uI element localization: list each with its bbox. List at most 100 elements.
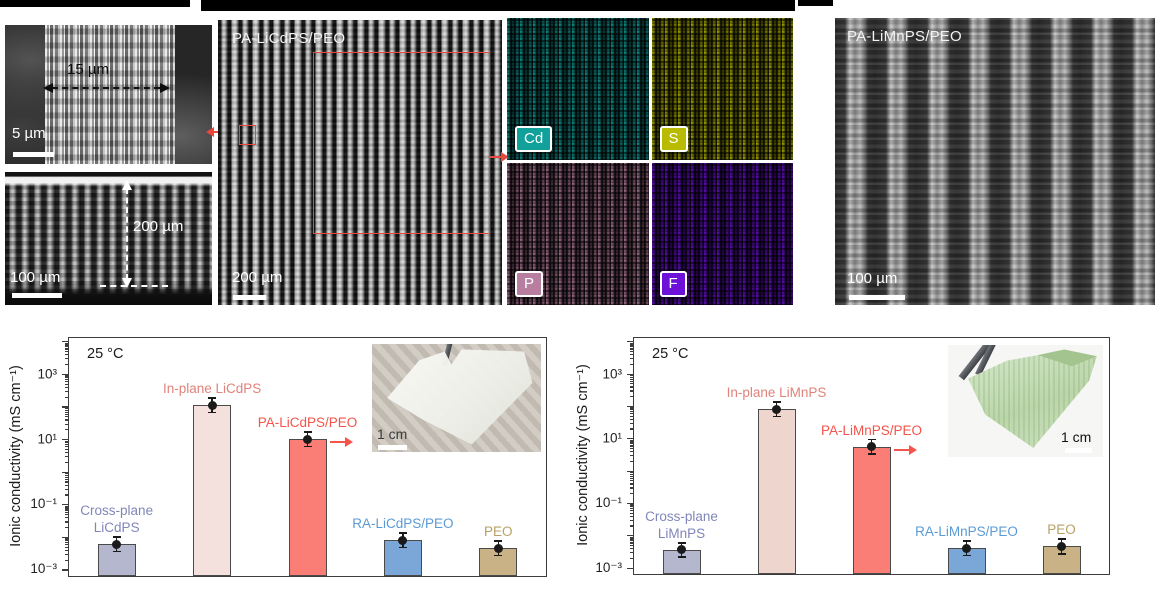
y-axis-tick-label: 10⁻¹ — [30, 496, 57, 512]
y-axis-minor-tick — [630, 380, 634, 382]
sem-image-pa-limnps: PA-LiMnPS/PEO 100 µm — [835, 18, 1155, 305]
y-axis-major-tick — [627, 502, 634, 505]
y-axis-minor-tick — [65, 517, 69, 519]
y-axis-minor-tick — [630, 344, 634, 346]
y-axis-minor-tick — [630, 538, 634, 540]
y-axis-minor-tick — [630, 358, 634, 360]
y-axis-minor-tick — [630, 447, 634, 450]
y-axis-minor-tick — [630, 422, 634, 424]
y-axis-minor-tick — [65, 348, 69, 350]
y-axis-minor-tick — [65, 452, 69, 454]
y-axis-minor-tick — [630, 428, 634, 430]
panel-header-bar — [798, 0, 833, 6]
bar-2 — [288, 439, 327, 576]
y-axis-major-tick — [62, 471, 69, 473]
y-axis-minor-tick — [65, 546, 69, 548]
y-axis-minor-tick — [630, 443, 634, 445]
arrow-to-inset — [329, 441, 345, 444]
y-axis-major-tick — [62, 439, 69, 441]
y-axis-minor-tick — [630, 413, 634, 415]
temperature-annotation: 25 °C — [87, 346, 124, 362]
y-axis-minor-tick — [65, 559, 69, 561]
sem-title: PA-LiMnPS/PEO — [847, 28, 962, 45]
bar-label-2: PA-LiMnPS/PEO — [820, 422, 923, 438]
scale-bar-label: 100 µm — [10, 269, 61, 286]
y-axis-minor-tick — [65, 446, 69, 448]
y-axis-minor-tick — [65, 358, 69, 360]
inset-scale-bar-label: 1 cm — [1061, 429, 1092, 445]
y-axis-minor-tick — [65, 544, 69, 546]
bar-label-4: PEO — [484, 524, 513, 540]
y-axis-minor-tick — [65, 553, 69, 556]
y-axis-minor-tick — [65, 527, 69, 529]
bar-3 — [383, 540, 422, 576]
y-axis-minor-tick — [630, 348, 634, 350]
y-axis-minor-tick — [65, 481, 69, 483]
y-axis-minor-tick — [630, 342, 634, 344]
y-axis-minor-tick — [65, 364, 69, 366]
y-axis-minor-tick — [630, 507, 634, 510]
panel-header-bar — [201, 0, 795, 11]
y-axis-minor-tick — [65, 474, 69, 477]
bar-1 — [193, 405, 232, 576]
y-axis-minor-tick — [630, 542, 634, 544]
y-axis-minor-tick — [65, 456, 69, 458]
y-axis-major-tick — [627, 373, 634, 375]
y-axis-minor-tick — [65, 507, 69, 509]
y-axis-minor-tick — [65, 396, 69, 398]
roi-arrow-right — [489, 156, 502, 159]
y-axis-tick-label: 10³ — [602, 366, 622, 382]
inset-photo-white-membrane: 1 cm — [372, 344, 541, 452]
bar-1 — [757, 409, 796, 574]
y-axis-minor-tick — [65, 514, 69, 516]
y-axis-minor-tick — [65, 494, 69, 496]
y-axis-minor-tick — [630, 441, 634, 443]
y-axis-minor-tick — [65, 541, 69, 544]
y-axis-minor-tick — [65, 429, 69, 431]
y-axis-minor-tick — [65, 407, 69, 410]
y-axis-major-tick — [62, 373, 69, 376]
y-axis-minor-tick — [65, 442, 69, 444]
eds-element-badge: P — [515, 271, 544, 297]
bar-label-3: RA-LiCdPS/PEO — [352, 516, 454, 532]
y-axis-minor-tick — [630, 536, 634, 538]
y-axis-minor-tick — [630, 483, 634, 485]
y-axis-minor-tick — [630, 410, 634, 413]
y-axis-minor-tick — [65, 509, 69, 511]
y-axis-minor-tick — [630, 512, 634, 514]
scale-bar — [13, 152, 54, 157]
arrow-to-inset-head-icon — [344, 437, 353, 448]
scale-bar — [849, 295, 905, 300]
y-axis-minor-tick — [630, 350, 634, 353]
y-axis-minor-tick — [630, 472, 634, 474]
y-axis-minor-tick — [630, 375, 634, 377]
y-axis-major-tick — [62, 536, 69, 539]
y-axis-minor-tick — [65, 488, 69, 490]
eds-element-badge: F — [659, 271, 687, 297]
y-axis-minor-tick — [630, 415, 634, 417]
width-annotation-arrow — [52, 87, 160, 89]
sem-title: PA-LiCdPS/PEO — [232, 30, 346, 47]
bar-label-1: In-plane LiMnPS — [726, 385, 827, 401]
inset-scale-bar — [1065, 448, 1092, 453]
scale-bar — [233, 295, 266, 300]
y-axis-minor-tick — [630, 473, 634, 475]
bar-label-4: PEO — [1047, 522, 1076, 538]
y-axis-minor-tick — [65, 521, 69, 523]
bar-label-1: In-plane LiCdPS — [162, 381, 262, 397]
y-axis-major-tick — [627, 405, 634, 408]
sem-image-closeup: 15 µm 5 µm — [5, 25, 212, 164]
eds-map-p: P — [507, 163, 649, 305]
y-axis-minor-tick — [630, 548, 634, 550]
width-annotation-label: 15 µm — [67, 61, 109, 78]
y-axis-minor-tick — [630, 390, 634, 392]
y-axis-minor-tick — [65, 440, 69, 442]
roi-box-small — [239, 125, 256, 145]
y-axis-minor-tick — [65, 342, 69, 344]
y-axis-major-tick — [627, 438, 634, 440]
y-axis-minor-tick — [630, 510, 634, 512]
y-axis-minor-tick — [65, 381, 69, 383]
y-axis-minor-tick — [630, 557, 634, 559]
bar-chart-licdps: 25 °C 10³ 10¹ 10⁻¹ 10⁻³ Cross-plane LiCdPS In… — [30, 337, 547, 577]
y-axis-tick-label: 10¹ — [602, 430, 622, 446]
